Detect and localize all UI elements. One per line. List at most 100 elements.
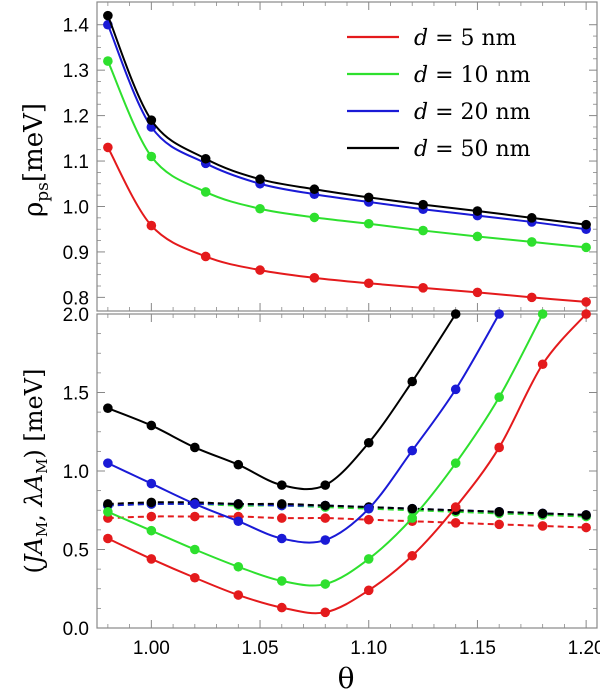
lambda-series-0-point [146, 511, 157, 522]
rho-series-3-point [200, 153, 211, 164]
rho-series-3-point [526, 213, 537, 223]
j-series-0-point [581, 309, 591, 319]
bottom-y-tick-label: 1.5 [63, 384, 89, 405]
j-series-2-point [146, 478, 157, 489]
j-series-0-point [190, 572, 200, 583]
rho-series-1-point [526, 237, 537, 247]
legend-label: d = 20 nm [414, 100, 531, 125]
j-series-2-point [103, 458, 113, 468]
lambda-series-3-point [233, 499, 244, 509]
legend-label: d = 10 nm [414, 63, 531, 88]
rho-series-3-point [309, 184, 320, 195]
j-series-2-point [320, 535, 331, 545]
j-series-0-point [363, 585, 374, 596]
j-series-1-point [276, 576, 287, 586]
x-tick-label: 1.20 [568, 638, 600, 659]
bottom-panel: 0.0 0.5 1.0 1.5 2.0 1.00 1.05 1.10 1.15 1.20 [63, 305, 600, 659]
j-series-0-point [494, 442, 504, 453]
j-series-0-point [407, 550, 418, 561]
rho-series-0-point [581, 297, 591, 307]
top-y-tick-label: 0.9 [63, 243, 89, 264]
bottom-y-tick-label: 0.0 [63, 619, 89, 640]
j-series-2-point [276, 533, 287, 544]
j-series-3-point [363, 437, 374, 448]
rho-series-0-point [146, 220, 157, 231]
lambda-series-0-line [107, 515, 587, 529]
j-series-2-point [190, 499, 200, 509]
top-y-tick-label: 1.2 [63, 107, 89, 128]
j-series-1-point [363, 554, 374, 564]
rho-series-0-point [526, 292, 537, 303]
j-series-2-line [107, 313, 501, 544]
j-series-3-point [450, 309, 461, 319]
lambda-series-3-point [494, 507, 504, 517]
rho-series-0-line [106, 146, 587, 303]
rho-series-0-point [103, 142, 113, 153]
j-series-0-point [320, 607, 331, 618]
ylabel-part: A [20, 537, 48, 556]
top-y-axis-title-main: ρ [19, 202, 49, 217]
j-series-1-point [190, 544, 200, 555]
lambda-series-3-point [537, 508, 548, 519]
top-y-tick-label: 1.3 [63, 61, 89, 82]
j-series-3-point [103, 403, 113, 414]
legend-label-value: = 5 nm [428, 26, 517, 51]
bottom-y-tick-label: 0.5 [63, 541, 89, 562]
legend-label-var: d [414, 63, 428, 88]
x-tick-label: 1.15 [459, 638, 496, 659]
rho-series-3-point [146, 115, 157, 125]
top-y-axis-title: ρps[meV] [19, 103, 53, 217]
j-series-1-point [233, 561, 244, 572]
legend-label-var: d [414, 137, 428, 162]
rho-series-1-point [103, 56, 113, 66]
j-series-0-point [276, 602, 287, 613]
rho-series-1-point [146, 151, 157, 162]
rho-series-0-point [363, 278, 374, 289]
j-series-2-point [233, 516, 244, 527]
j-series-2-point [450, 384, 461, 395]
rho-series-0-point [418, 283, 428, 293]
ylabel-part: M [33, 459, 51, 474]
lambda-series-0-point [494, 519, 504, 530]
j-series-2-point [407, 445, 418, 456]
j-series-3-point [190, 442, 200, 453]
j-series-1-point [320, 579, 331, 589]
lambda-series-3-point [320, 500, 331, 511]
rho-series-1-point [363, 218, 374, 229]
j-series-3-point [276, 480, 287, 490]
rho-series-3-point [418, 199, 428, 210]
j-series-3-point [233, 459, 244, 470]
bottom-frame [96, 313, 598, 629]
top-y-axis-title-unit: [meV] [19, 103, 49, 182]
legend-label-value: = 20 nm [428, 100, 531, 125]
lambda-series-3-point [407, 503, 418, 514]
bottom-y-axis-title: (JAM, λAM) [meV] [20, 369, 51, 574]
ylabel-part: M [33, 522, 51, 537]
j-series-1-point [450, 458, 461, 468]
j-series-1-point [494, 392, 504, 403]
legend: d = 5 nmd = 10 nmd = 20 nmd = 50 nm [347, 26, 531, 162]
rho-series-1-point [581, 242, 591, 253]
rho-series-3-point [363, 192, 374, 203]
j-series-0-point [450, 502, 461, 512]
rho-series-0-point [200, 251, 211, 262]
bottom-y-tick-label: 2.0 [63, 305, 89, 326]
x-tick-label: 1.10 [350, 638, 387, 659]
x-tick-label: 1.05 [242, 638, 279, 659]
legend-label: d = 5 nm [414, 26, 517, 51]
rho-series-1-point [200, 187, 211, 197]
top-y-tick-label: 1.1 [63, 152, 89, 173]
rho-series-0-point [309, 273, 320, 283]
rho-series-1-point [309, 212, 320, 223]
top-y-tick-label: 1.4 [63, 16, 90, 37]
j-series-2-point [494, 309, 504, 319]
j-series-0-point [103, 533, 113, 544]
j-series-2-point [363, 503, 374, 514]
legend-label-var: d [414, 26, 428, 51]
ylabel-part: A [20, 474, 48, 493]
ylabel-part: , [20, 506, 48, 521]
legend-label-var: d [414, 100, 428, 125]
bottom-y-tick-label: 1.0 [63, 462, 89, 483]
j-series-1-point [146, 525, 157, 536]
